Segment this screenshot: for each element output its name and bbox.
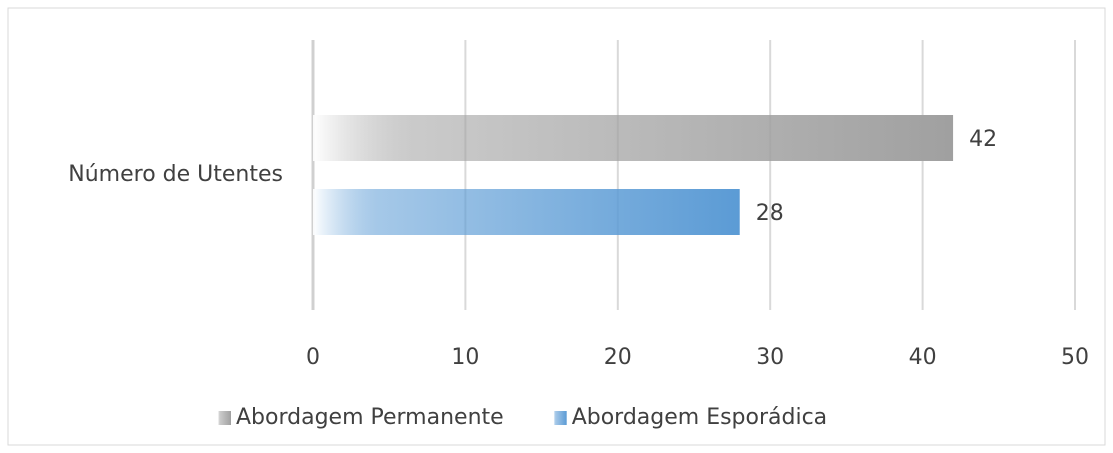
legend-label: Abordagem Permanente: [236, 405, 504, 430]
data-label: 28: [756, 201, 784, 226]
legend-swatch: [553, 411, 567, 425]
legend-swatch: [218, 411, 231, 425]
legend-item: Abordagem Esporádica: [553, 405, 827, 430]
x-tick-label: 40: [909, 345, 937, 370]
x-tick-label: 10: [451, 345, 479, 370]
x-tick-label: 50: [1061, 345, 1089, 370]
y-tick-label: Número de Utentes: [68, 162, 283, 187]
x-tick-label: 30: [756, 345, 784, 370]
x-tick-label: 20: [604, 345, 632, 370]
bar: [313, 189, 740, 235]
legend-item: Abordagem Permanente: [218, 405, 504, 430]
x-tick-label: 0: [306, 345, 320, 370]
legend-label: Abordagem Esporádica: [572, 405, 827, 430]
data-label: 42: [969, 127, 997, 152]
bar: [313, 115, 954, 161]
